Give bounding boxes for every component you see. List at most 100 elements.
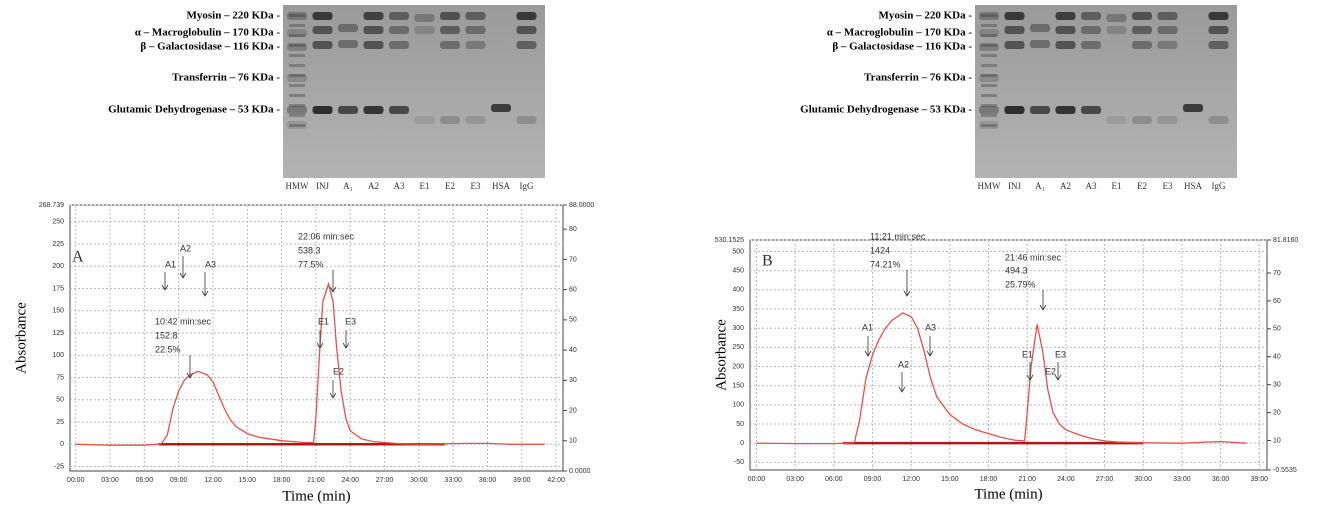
y2-tick-label: 50	[569, 317, 577, 324]
gel-band	[312, 41, 333, 49]
y-tick-label: 400	[732, 287, 744, 294]
gel-band	[516, 41, 537, 49]
gel-band	[1106, 14, 1127, 22]
x-tick-label: 33:00	[444, 477, 462, 484]
annotation: A3	[925, 322, 936, 332]
gel-band	[1030, 24, 1050, 32]
annotation: 77.5%	[298, 259, 324, 269]
gel-band	[981, 44, 997, 47]
y2-tick-label: 81.8160	[1273, 237, 1298, 244]
annotation: 11:21 min:sec	[870, 231, 926, 241]
gel-band	[289, 114, 305, 117]
y-tick-label: 530.1525	[715, 237, 744, 244]
annotation-arrowhead	[201, 290, 209, 297]
gel-band	[1208, 12, 1229, 20]
y2-tick-label: 40	[569, 347, 577, 354]
gel-band	[1106, 26, 1127, 34]
x-tick-label: 03:00	[786, 476, 804, 483]
gel-band	[1157, 41, 1178, 49]
y-tick-label: 200	[52, 263, 64, 270]
annotation-arrowhead	[1026, 374, 1034, 381]
x-tick-label: 21:00	[1018, 476, 1036, 483]
gel-band	[414, 14, 435, 22]
lane-label: A₁	[343, 181, 353, 191]
x-tick-label: 12:00	[204, 477, 222, 484]
annotation: E2	[1045, 366, 1056, 376]
x-tick-label: 24:00	[1057, 476, 1075, 483]
x-tick-label: 12:00	[902, 476, 920, 483]
annotation: A	[72, 249, 84, 266]
gel-band	[981, 104, 997, 107]
gel-band	[1132, 12, 1152, 20]
x-axis-label: Time (min)	[282, 488, 350, 504]
annotation-arrowhead	[926, 350, 934, 357]
gel-band	[289, 34, 305, 37]
y-tick-label: 268.739	[39, 202, 64, 209]
gel-band	[287, 106, 307, 114]
x-tick-label: 09:00	[864, 476, 882, 483]
gel-band	[312, 26, 333, 34]
x-tick-label: 36:00	[479, 477, 497, 484]
y-tick-label: 75	[56, 374, 64, 381]
annotation: A1	[165, 259, 176, 269]
gel-band	[1055, 41, 1076, 49]
gel-band	[287, 12, 307, 20]
gel-band	[981, 64, 997, 67]
annotation: 10:42 min:sec	[155, 316, 212, 326]
gel-band	[363, 106, 384, 114]
annotation: E1	[1022, 349, 1033, 359]
lane-label: E1	[1112, 181, 1122, 191]
gel-band	[979, 12, 999, 20]
gel-band	[289, 84, 305, 87]
lane-label: INJ	[316, 181, 329, 191]
gel-band	[981, 114, 997, 117]
y-tick-label: -25	[54, 463, 64, 470]
annotation-arrowhead	[329, 286, 337, 293]
lane-label: A2	[368, 181, 379, 191]
gel-band	[465, 26, 486, 34]
lane-label: HSA	[1184, 181, 1203, 191]
gel-band	[312, 12, 333, 20]
gel-band	[440, 26, 460, 34]
gel-band	[287, 74, 307, 82]
y2-tick-label: 30	[1273, 382, 1281, 389]
lane-label: IgG	[520, 181, 534, 191]
y-tick-label: 100	[52, 352, 64, 359]
x-tick-label: 15:00	[239, 477, 257, 484]
y-tick-label: 0	[60, 441, 64, 448]
annotation: E3	[345, 316, 356, 326]
gel-band	[414, 26, 435, 34]
gel-band	[981, 94, 997, 97]
gel-band	[289, 54, 305, 57]
y-tick-label: 225	[52, 241, 64, 248]
gel-band	[363, 12, 384, 20]
marker-label: α – Macroglobulin – 170 KDa -	[827, 27, 973, 39]
lane-label: E2	[445, 181, 455, 191]
y2-tick-label: 0.0000	[569, 468, 591, 475]
gel-band	[1208, 26, 1229, 34]
annotation-arrowhead	[186, 372, 194, 379]
gel-band	[465, 116, 486, 124]
gel-band	[1030, 106, 1050, 114]
annotation-arrowhead	[316, 342, 324, 349]
gel-band	[312, 106, 333, 114]
y2-tick-label: 88.0000	[569, 202, 594, 209]
y2-tick-label: 40	[1273, 354, 1281, 361]
gel-band	[1081, 12, 1101, 20]
y-tick-label: 250	[52, 219, 64, 226]
annotation: B	[762, 253, 773, 270]
y-tick-label: 100	[732, 402, 744, 409]
x-tick-label: 15:00	[941, 476, 959, 483]
gel-band	[389, 12, 409, 20]
x-tick-label: 30:00	[410, 477, 428, 484]
y-tick-label: 25	[56, 419, 64, 426]
annotation: A1	[862, 322, 873, 332]
x-tick-label: 09:00	[170, 477, 188, 484]
y2-tick-label: 60	[1273, 298, 1281, 305]
marker-label: Myosin – 220 KDa -	[879, 10, 973, 22]
gel-band	[979, 106, 999, 114]
gel-band	[1132, 26, 1152, 34]
marker-label: α – Macroglobulin – 170 KDa -	[135, 27, 281, 39]
x-tick-label: 18:00	[980, 476, 998, 483]
